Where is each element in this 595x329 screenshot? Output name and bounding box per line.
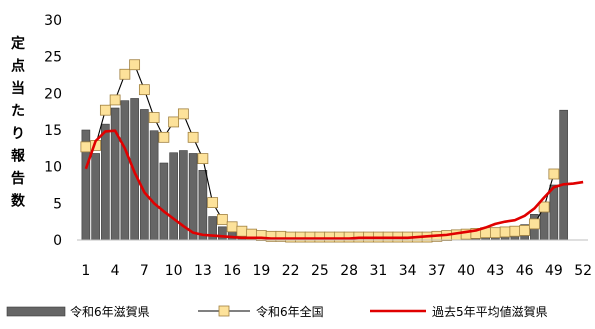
data-point-marker — [129, 59, 141, 71]
series-line-average — [84, 129, 584, 240]
data-point-marker — [548, 168, 560, 180]
bar — [218, 226, 227, 241]
data-point-marker — [168, 116, 180, 128]
data-point-marker — [119, 68, 131, 80]
data-point-marker — [489, 227, 501, 239]
y-tick-label: 10 — [44, 160, 62, 176]
y-tick-label: 15 — [44, 123, 62, 139]
y-tick-label: 30 — [44, 13, 62, 29]
x-tick-label: 1 — [81, 263, 90, 279]
data-point-marker — [236, 225, 248, 237]
data-point-marker — [499, 226, 511, 238]
x-tick-label: 37 — [428, 263, 446, 279]
y-tick-label: 20 — [44, 86, 62, 102]
y-tick-label: 25 — [44, 50, 62, 66]
data-point-marker — [187, 131, 199, 143]
x-tick-label: 46 — [516, 263, 534, 279]
x-tick-label: 28 — [340, 263, 358, 279]
y-axis-label-char: 当 — [11, 80, 25, 97]
y-axis-label-char: 点 — [11, 58, 25, 75]
bar — [159, 162, 169, 241]
bar — [149, 130, 159, 241]
bar — [140, 109, 149, 241]
data-point-marker — [509, 225, 521, 237]
x-tick-label: 34 — [399, 263, 417, 279]
data-point-marker — [538, 201, 550, 213]
data-point-marker — [158, 131, 170, 143]
data-point-marker — [99, 104, 111, 116]
data-point-marker — [333, 231, 345, 243]
bar — [91, 153, 100, 241]
data-point-marker — [148, 112, 160, 123]
y-axis-label-char: 数 — [11, 193, 26, 210]
legend-swatch-marker — [218, 305, 230, 317]
data-point-marker — [528, 218, 540, 230]
bar — [169, 152, 178, 241]
x-tick-label: 49 — [545, 263, 563, 279]
data-point-marker — [80, 141, 92, 153]
data-point-marker — [226, 221, 238, 233]
legend-label: 令和6年全国 — [256, 304, 324, 319]
data-point-marker — [285, 231, 297, 243]
bar — [559, 109, 568, 241]
y-axis-label-char: 定 — [11, 35, 25, 52]
x-tick-label: 25 — [311, 263, 329, 279]
data-point-marker — [207, 197, 219, 209]
data-point-marker — [138, 84, 150, 96]
x-axis-ticks: 1 4 7 10 13 16 19 22 25 28 31 34 37 40 43 46 49 52 — [81, 263, 592, 279]
legend-label: 令和6年滋賀県 — [70, 304, 150, 319]
data-point-marker — [324, 231, 336, 243]
bar — [110, 107, 120, 241]
x-tick-label: 7 — [140, 263, 149, 279]
y-axis-label-char: 告 — [11, 170, 25, 187]
y-axis-label-char: 報 — [11, 148, 26, 165]
data-point-marker — [294, 231, 306, 243]
data-point-marker — [109, 94, 121, 106]
y-axis-label-char: た — [11, 104, 25, 120]
x-tick-label: 31 — [369, 263, 387, 279]
x-tick-label: 10 — [165, 263, 183, 279]
bar — [101, 123, 110, 241]
x-tick-label: 13 — [194, 263, 212, 279]
x-tick-label: 43 — [486, 263, 504, 279]
x-tick-label: 40 — [457, 263, 475, 279]
legend-swatch-bar — [6, 306, 66, 317]
y-tick-label: 5 — [53, 196, 62, 212]
y-axis-label-char: り — [11, 126, 25, 142]
data-point-marker — [216, 214, 228, 225]
data-point-marker — [314, 231, 326, 243]
x-tick-label: 4 — [111, 263, 120, 279]
data-point-marker — [177, 108, 189, 120]
data-point-marker — [519, 225, 531, 236]
legend-label: 過去5年平均値滋賀県 — [432, 304, 548, 319]
x-tick-label: 22 — [282, 263, 300, 279]
y-tick-label: 0 — [53, 233, 62, 249]
x-tick-label: 16 — [223, 263, 241, 279]
legend: 令和6年滋賀県 令和6年全国 過去5年平均値滋賀県 — [6, 304, 548, 319]
x-tick-label: 52 — [574, 263, 592, 279]
y-axis-ticks: 0 5 10 15 20 25 30 — [44, 13, 62, 249]
data-point-marker — [197, 153, 209, 165]
data-point-marker — [304, 231, 316, 243]
x-tick-label: 19 — [252, 263, 270, 279]
bar — [188, 153, 198, 241]
lines-group — [80, 59, 584, 243]
bar — [120, 100, 130, 241]
bar — [549, 184, 559, 241]
bar — [198, 170, 208, 241]
